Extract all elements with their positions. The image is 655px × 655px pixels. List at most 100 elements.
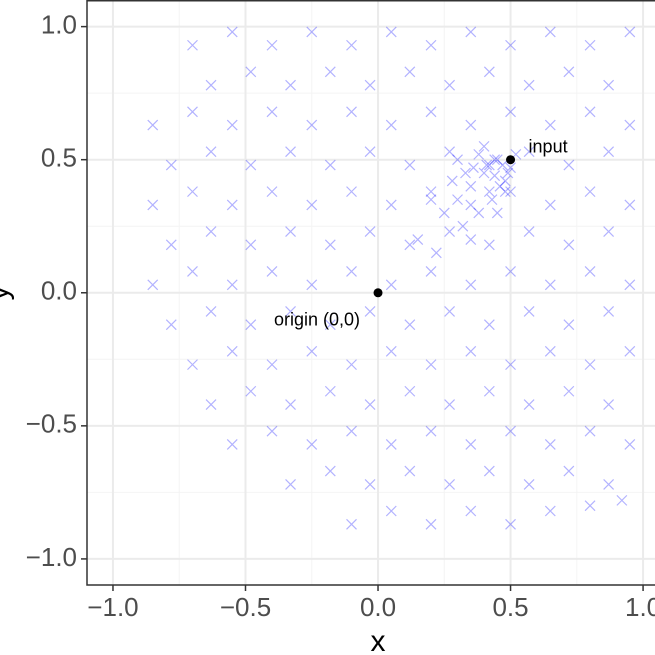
- point: [285, 79, 296, 91]
- point: [324, 465, 336, 477]
- point: [285, 305, 296, 317]
- point: [205, 305, 217, 317]
- point: [603, 399, 615, 410]
- point: [385, 199, 397, 211]
- point: [245, 66, 257, 78]
- point: [563, 319, 575, 331]
- point: [584, 186, 596, 198]
- point: [505, 359, 516, 371]
- point: [465, 119, 477, 131]
- point: [468, 162, 479, 174]
- point: [505, 106, 516, 118]
- point: [465, 505, 477, 517]
- point: [624, 119, 636, 131]
- point: [165, 319, 177, 331]
- point: [616, 494, 628, 506]
- point: [584, 500, 596, 512]
- point: [306, 119, 318, 131]
- point: [266, 106, 278, 118]
- x-axis-title: x: [371, 625, 386, 655]
- point: [584, 425, 596, 437]
- point: [465, 279, 477, 291]
- point: [187, 186, 198, 198]
- point: [205, 399, 217, 410]
- point: [544, 199, 556, 211]
- point: [505, 518, 516, 530]
- point: [603, 305, 615, 317]
- point: [346, 518, 357, 530]
- point: [226, 279, 238, 291]
- point: [603, 226, 615, 237]
- x-tick-label: 0.5: [492, 592, 528, 622]
- y-tick-label: −1.0: [26, 542, 77, 572]
- point: [603, 478, 615, 490]
- annotation: input: [529, 136, 568, 156]
- point: [187, 39, 198, 51]
- point: [444, 478, 456, 490]
- point: [364, 478, 376, 490]
- point: [486, 194, 498, 206]
- point: [584, 266, 596, 277]
- point: [404, 159, 416, 171]
- point: [385, 279, 397, 291]
- point: [245, 385, 257, 397]
- point: [483, 186, 495, 198]
- point: [226, 119, 238, 131]
- point: [478, 140, 490, 152]
- point: [266, 425, 278, 437]
- point: [563, 159, 575, 171]
- point: [364, 79, 376, 91]
- y-tick-label: 1.0: [41, 9, 77, 39]
- x-tick-label: 0.0: [360, 592, 396, 622]
- point: [245, 319, 257, 331]
- plot-border: [86, 0, 655, 586]
- point: [499, 175, 511, 187]
- point: [226, 199, 238, 211]
- point: [285, 399, 296, 410]
- point: [425, 425, 437, 437]
- point: [346, 425, 357, 437]
- point: [483, 465, 495, 477]
- y-axis-title: y: [0, 286, 15, 301]
- point: [491, 207, 503, 219]
- point: [425, 518, 437, 530]
- point: [425, 39, 437, 51]
- point: [563, 385, 575, 397]
- point: [584, 359, 596, 371]
- point: [226, 26, 238, 38]
- point: [306, 199, 318, 211]
- point: [245, 159, 257, 171]
- point: [544, 345, 556, 357]
- annotation: origin (0,0): [274, 310, 360, 330]
- point: [563, 66, 575, 78]
- point: [324, 319, 336, 331]
- point: [226, 345, 238, 357]
- point: [523, 79, 535, 91]
- point: [226, 439, 238, 450]
- point: [473, 148, 485, 160]
- point: [505, 266, 516, 277]
- point: [563, 239, 575, 251]
- point: [483, 66, 495, 78]
- point: [465, 439, 477, 450]
- point: [465, 234, 477, 245]
- point: [523, 305, 535, 317]
- x-tick-label: −0.5: [220, 592, 271, 622]
- point: [473, 207, 485, 219]
- point: [165, 159, 177, 171]
- point: [404, 385, 416, 397]
- point: [306, 439, 318, 450]
- point: [478, 167, 490, 179]
- point: [483, 159, 495, 171]
- point: [438, 207, 450, 219]
- y-tick-label: −0.5: [26, 409, 77, 439]
- point: [544, 505, 556, 517]
- point: [544, 439, 556, 450]
- point: [444, 305, 456, 317]
- point: [483, 385, 495, 397]
- point: [544, 119, 556, 131]
- point: [465, 180, 477, 192]
- point: [364, 226, 376, 237]
